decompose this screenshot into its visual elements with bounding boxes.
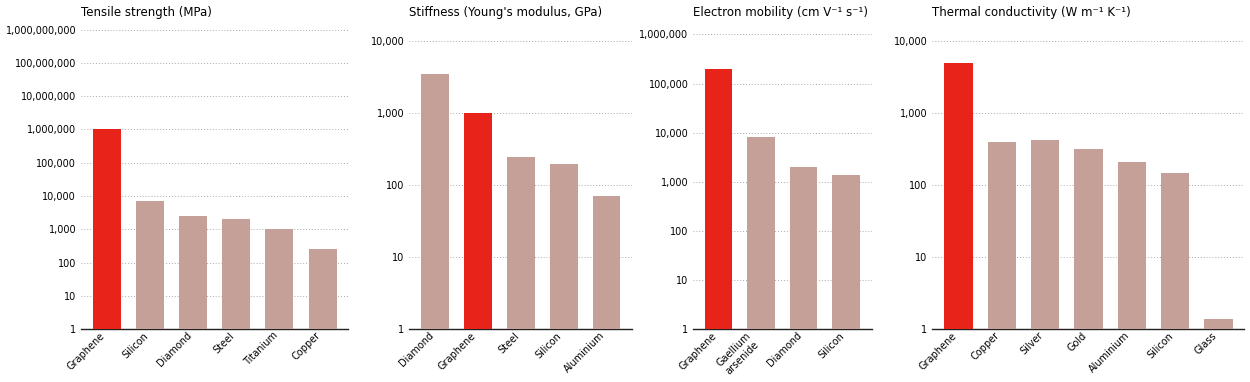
Text: Tensile strength (MPa): Tensile strength (MPa) [81, 6, 212, 19]
Bar [705, 69, 732, 382]
Bar [421, 74, 449, 382]
Bar [790, 167, 818, 382]
Bar [309, 249, 336, 382]
Text: Stiffness (Young's modulus, GPa): Stiffness (Young's modulus, GPa) [410, 6, 602, 19]
Bar [944, 63, 972, 382]
Text: Thermal conductivity (W m⁻¹ K⁻¹): Thermal conductivity (W m⁻¹ K⁻¹) [932, 6, 1131, 19]
Bar [222, 219, 250, 382]
Bar [92, 129, 121, 382]
Bar [1204, 319, 1232, 382]
Text: Electron mobility (cm V⁻¹ s⁻¹): Electron mobility (cm V⁻¹ s⁻¹) [694, 6, 869, 19]
Bar [1074, 149, 1102, 382]
Bar [464, 113, 492, 382]
Bar [508, 157, 535, 382]
Bar [592, 196, 620, 382]
Bar [1118, 162, 1146, 382]
Bar [832, 175, 860, 382]
Bar [179, 216, 208, 382]
Bar [1031, 140, 1059, 382]
Bar [748, 138, 775, 382]
Bar [1161, 173, 1189, 382]
Bar [265, 229, 294, 382]
Bar [136, 201, 164, 382]
Bar [550, 163, 578, 382]
Bar [988, 142, 1016, 382]
